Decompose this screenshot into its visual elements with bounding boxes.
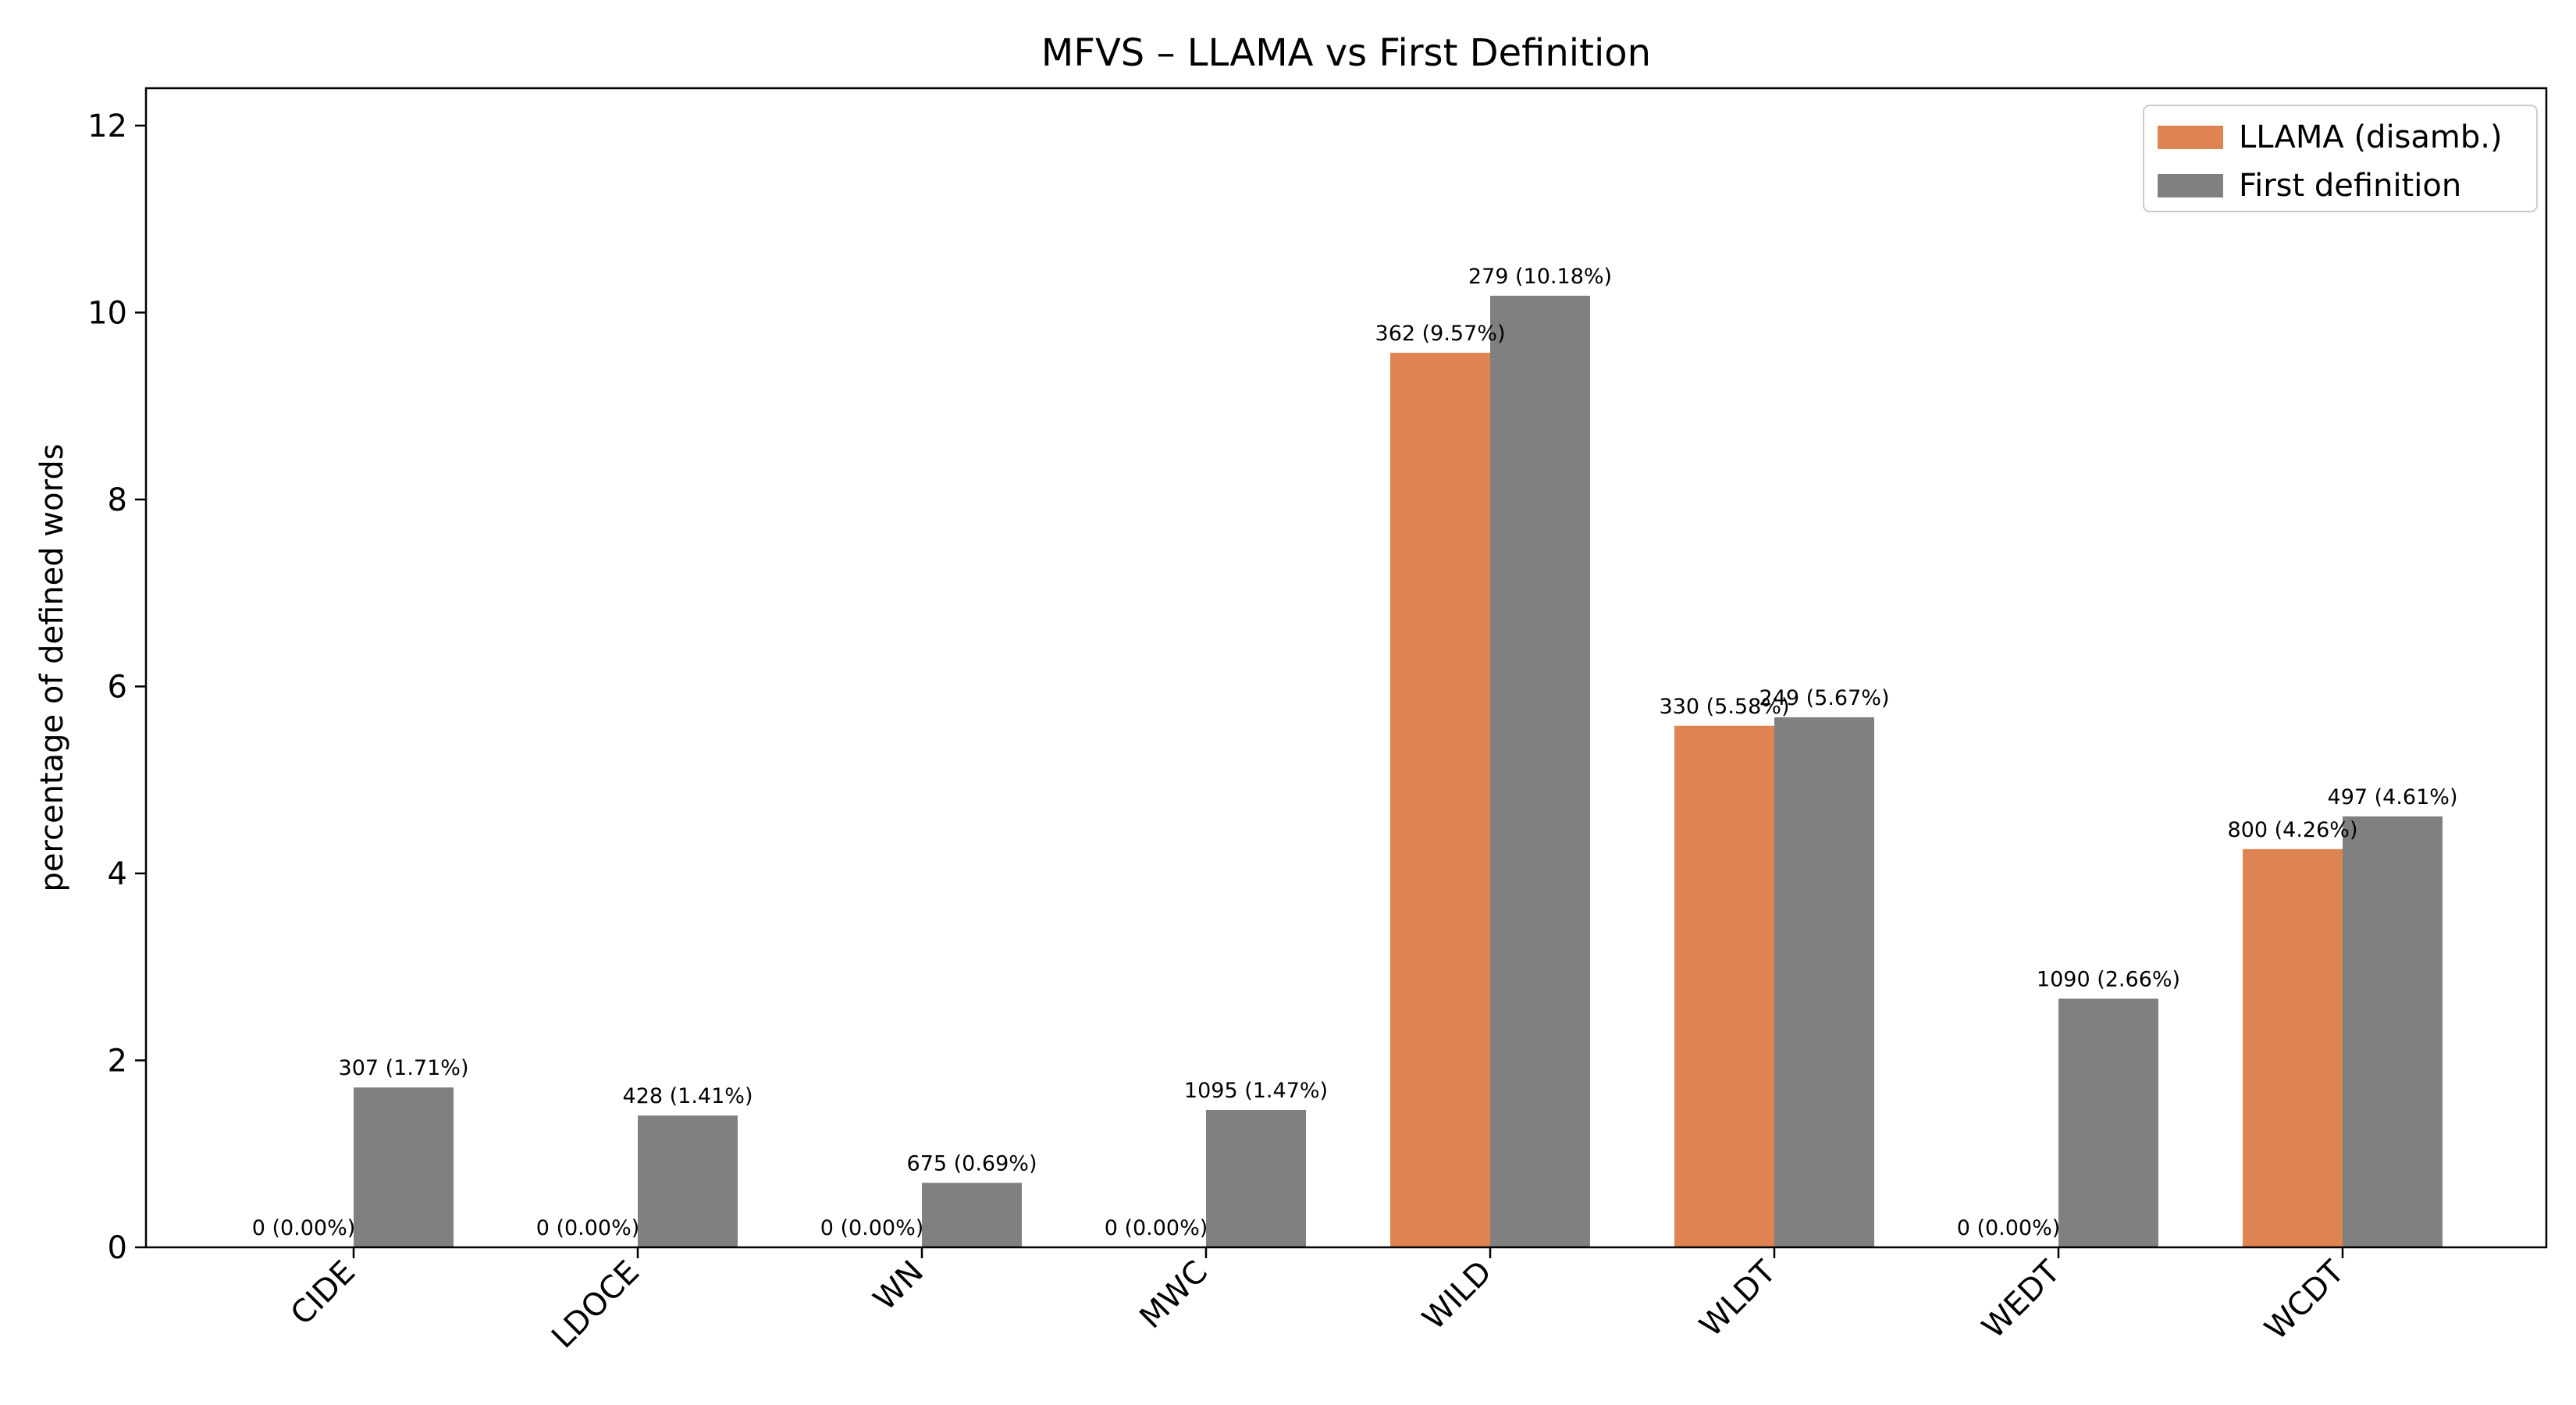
plot-frame (144, 87, 2548, 1249)
bar-value-label: 279 (10.18%) (1468, 265, 1612, 289)
bar-value-label: 0 (0.00%) (1957, 1216, 2061, 1240)
bar-value-label: 1090 (2.66%) (2037, 967, 2180, 991)
bar (2343, 816, 2443, 1247)
bar-value-label: 249 (5.67%) (1759, 686, 1890, 710)
y-axis-label: percentage of defined words (34, 443, 70, 891)
bar (1674, 725, 1774, 1247)
x-tick-label: WN (866, 1254, 930, 1318)
bar-value-label: 1095 (1.47%) (1184, 1079, 1328, 1103)
x-tick-label: CIDE (284, 1254, 362, 1332)
x-tick-label: WCDT (2258, 1254, 2352, 1347)
plot-area (146, 88, 2546, 1247)
bar-value-label: 675 (0.69%) (907, 1151, 1037, 1176)
bar (2058, 998, 2158, 1247)
bar-value-label: 0 (0.00%) (536, 1216, 640, 1240)
bar-value-label: 428 (1.41%) (623, 1084, 753, 1108)
x-tick-label: MWC (1133, 1254, 1215, 1336)
bar-value-label: 0 (0.00%) (252, 1216, 356, 1240)
legend-swatch (2158, 174, 2223, 197)
y-tick-label: 8 (108, 482, 127, 518)
bar (354, 1087, 454, 1247)
bar-value-label: 0 (0.00%) (1105, 1216, 1208, 1240)
x-tick-label: WILD (1416, 1254, 1499, 1337)
bar (2243, 848, 2343, 1247)
bar (1490, 295, 1590, 1247)
y-tick-label: 2 (108, 1043, 127, 1079)
x-tick-label: WEDT (1976, 1254, 2068, 1346)
bar-value-label: 497 (4.61%) (2328, 785, 2458, 809)
bar-value-label: 330 (5.58%) (1660, 695, 1790, 719)
bar (638, 1115, 738, 1247)
legend-entry: LLAMA (disamb.) (2239, 119, 2503, 155)
legend: LLAMA (disamb.) First definition (2143, 105, 2538, 212)
bar (1206, 1109, 1306, 1247)
bar-value-label: 307 (1.71%) (339, 1056, 469, 1080)
x-tick-label: WLDT (1693, 1254, 1784, 1344)
bar-value-label: 0 (0.00%) (820, 1216, 924, 1240)
y-tick-label: 4 (108, 856, 127, 892)
y-tick-label: 12 (87, 108, 127, 144)
legend-box (2143, 105, 2538, 212)
bar (922, 1183, 1022, 1247)
y-tick-label: 6 (108, 669, 127, 705)
y-tick-label: 0 (108, 1230, 127, 1266)
y-tick-label: 10 (87, 295, 127, 331)
bar (1390, 352, 1490, 1248)
bar-value-label: 800 (4.26%) (2228, 818, 2358, 842)
bar (1774, 717, 1874, 1247)
bar-value-label: 362 (9.57%) (1375, 322, 1506, 346)
legend-swatch (2158, 126, 2223, 149)
chart-title: MFVS – LLAMA vs First Definition (1041, 31, 1651, 75)
legend-entry: First definition (2239, 168, 2461, 204)
x-tick-label: LDOCE (545, 1254, 646, 1356)
